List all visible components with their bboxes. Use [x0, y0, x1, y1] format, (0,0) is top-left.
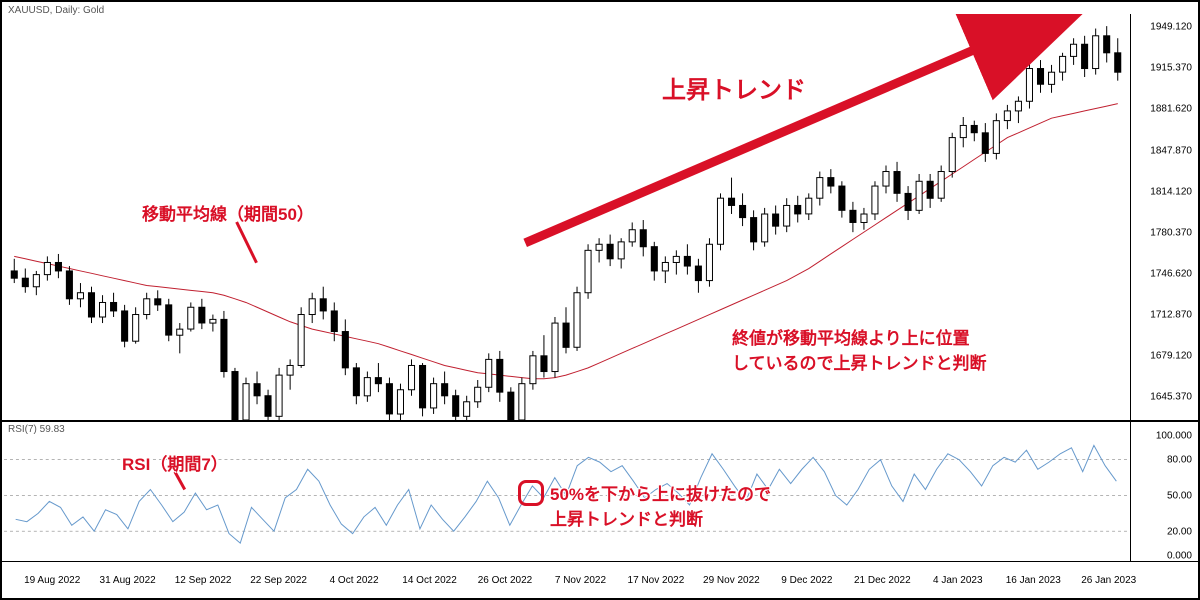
y-tick-label: 1814.120	[1150, 186, 1192, 197]
rsi-panel[interactable]: RSI(7) 59.83 RSI（期間7） 50%を下から上に抜けたので 上昇ト…	[2, 422, 1198, 562]
annotation-close-above-ma: 終値が移動平均線より上に位置 しているので上昇トレンドと判断	[732, 324, 987, 374]
rsi-chart-area: RSI（期間7） 50%を下から上に抜けたので 上昇トレンドと判断	[2, 422, 1130, 561]
y-tick-label: 1915.370	[1150, 63, 1192, 74]
x-tick-label: 12 Sep 2022	[175, 575, 232, 586]
x-tick-label: 7 Nov 2022	[555, 575, 606, 586]
x-tick-label: 31 Aug 2022	[100, 575, 156, 586]
price-chart-area: 上昇トレンド 移動平均線（期間50） 終値が移動平均線より上に位置 しているので…	[2, 14, 1130, 420]
x-tick-label: 4 Oct 2022	[330, 575, 379, 586]
y-tick-label: 1746.620	[1150, 268, 1192, 279]
y-tick-label: 1881.620	[1150, 104, 1192, 115]
price-panel[interactable]: 上昇トレンド 移動平均線（期間50） 終値が移動平均線より上に位置 しているので…	[2, 14, 1198, 422]
chart-container: XAUUSD, Daily: Gold 上昇トレンド 移動平均線（期間50） 終…	[0, 0, 1200, 600]
y-tick-label: 1712.870	[1150, 309, 1192, 320]
rsi-y-tick-label: 100.000	[1156, 431, 1192, 442]
x-tick-label: 21 Dec 2022	[854, 575, 911, 586]
y-tick-label: 1679.120	[1150, 351, 1192, 362]
rsi-y-tick-label: 50.00	[1167, 491, 1192, 502]
x-tick-label: 16 Jan 2023	[1006, 575, 1061, 586]
annotation-rsi-cross: 50%を下から上に抜けたので 上昇トレンドと判断	[550, 480, 771, 530]
x-axis: 19 Aug 2022 31 Aug 2022 12 Sep 2022 22 Sep …	[2, 560, 1130, 598]
x-tick-label: 17 Nov 2022	[628, 575, 685, 586]
annotation-rsi-label: RSI（期間7）	[122, 450, 228, 475]
x-tick-label: 14 Oct 2022	[402, 575, 456, 586]
price-y-axis: 1949.120 1915.370 1881.620 1847.870 1814.120…	[1130, 14, 1198, 420]
x-tick-label: 4 Jan 2023	[933, 575, 983, 586]
x-tick-label: 9 Dec 2022	[781, 575, 832, 586]
y-tick-label: 1949.120	[1150, 22, 1192, 33]
x-tick-label: 26 Oct 2022	[478, 575, 532, 586]
annotation-uptrend: 上昇トレンド	[662, 70, 806, 105]
x-tick-label: 26 Jan 2023	[1081, 575, 1136, 586]
x-tick-label: 29 Nov 2022	[703, 575, 760, 586]
y-tick-label: 1847.870	[1150, 145, 1192, 156]
y-tick-label: 1645.370	[1150, 392, 1192, 403]
rsi-y-tick-label: 80.00	[1167, 455, 1192, 466]
rsi-y-tick-label: 0.000	[1167, 551, 1192, 562]
annotation-rsi-crossbox	[518, 480, 544, 506]
rsi-y-tick-label: 20.00	[1167, 527, 1192, 538]
x-tick-label: 22 Sep 2022	[250, 575, 307, 586]
annotation-ma-label: 移動平均線（期間50）	[142, 200, 314, 225]
y-tick-label: 1780.370	[1150, 227, 1192, 238]
rsi-y-axis: 100.000 80.00 50.00 20.00 0.000	[1130, 422, 1198, 561]
x-tick-label: 19 Aug 2022	[24, 575, 80, 586]
